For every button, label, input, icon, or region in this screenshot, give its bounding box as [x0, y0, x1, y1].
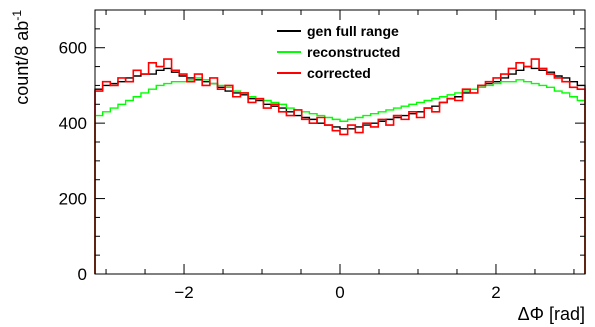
- x-axis-label: ΔΦ [rad]: [518, 304, 585, 324]
- x-tick-label: 0: [335, 283, 344, 302]
- y-tick-label: 400: [59, 114, 87, 133]
- x-tick-label: 2: [491, 283, 500, 302]
- axis-ticks: [95, 9, 585, 275]
- y-tick-label: 600: [59, 39, 87, 58]
- reconstructed-series-line: [94, 77, 586, 274]
- legend-label-corrected: corrected: [307, 65, 371, 81]
- y-axis-label: count/8 ab-1: [10, 10, 32, 105]
- legend-label-reconstructed: reconstructed: [307, 44, 400, 60]
- x-tick-label: −2: [174, 283, 193, 302]
- gen-full-range-series-line: [94, 65, 586, 274]
- y-tick-label: 200: [59, 190, 87, 209]
- legend-label-gen-full-range: gen full range: [307, 23, 399, 39]
- tick-labels: 0 200 400 600 −2 0 2: [59, 39, 501, 302]
- series-layer: [94, 58, 586, 274]
- legend: gen full range reconstructed corrected: [277, 23, 400, 81]
- corrected-series-line: [94, 58, 586, 274]
- y-tick-label: 0: [78, 265, 87, 284]
- y-axis-label-superscript: -1: [10, 10, 24, 21]
- y-axis-label-base: count/8 ab: [12, 21, 32, 105]
